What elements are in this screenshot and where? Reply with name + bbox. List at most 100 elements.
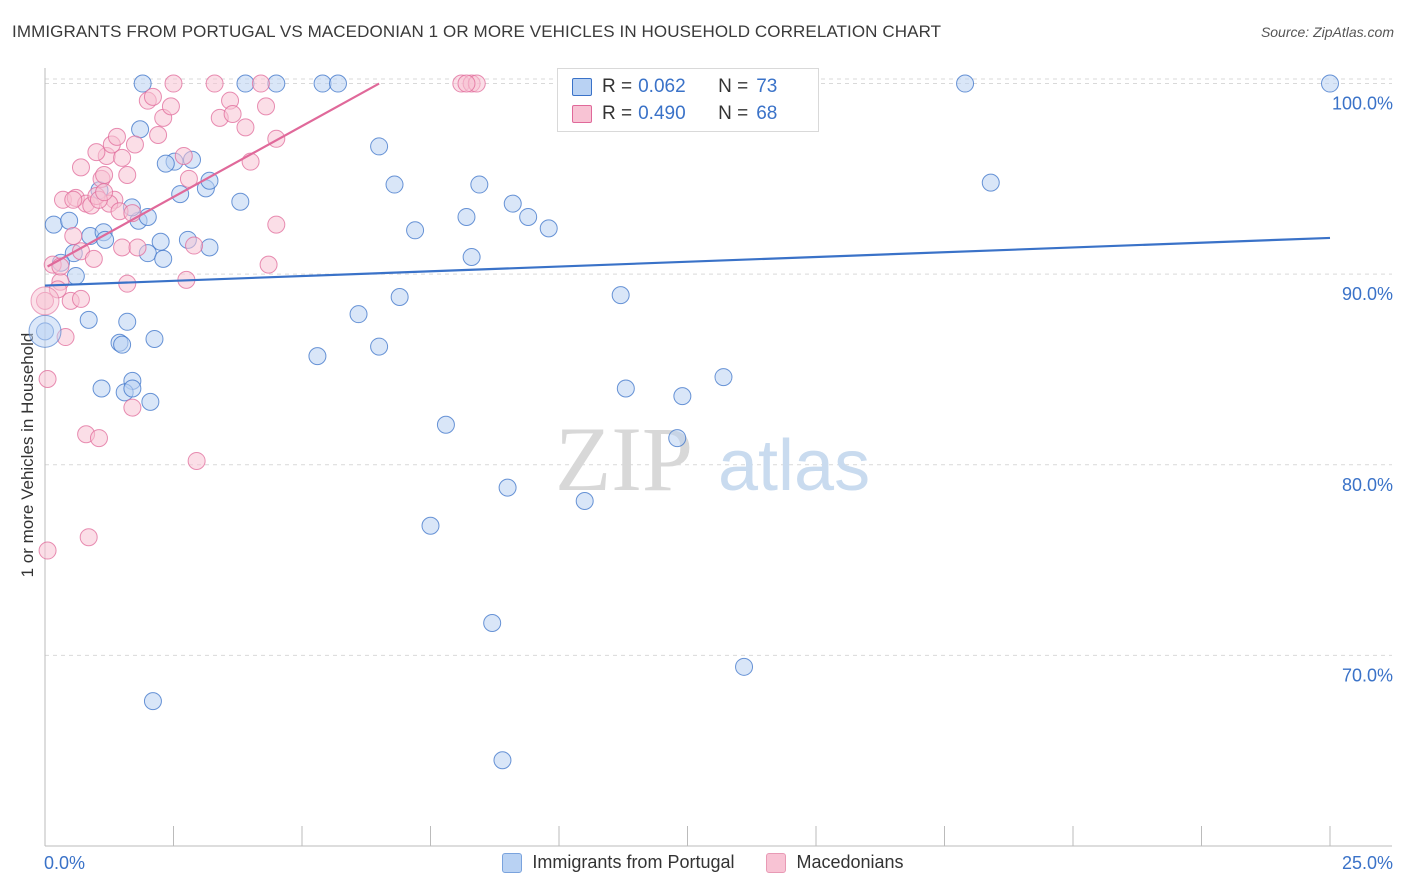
point-macedonian — [128, 238, 147, 257]
point-macedonian — [149, 125, 168, 144]
point-macedonian — [457, 74, 476, 93]
point-macedonian — [64, 190, 83, 209]
point-portugal — [503, 194, 522, 213]
point-portugal — [79, 310, 98, 329]
legend-r-label: R = — [602, 103, 633, 124]
legend-label-macedonians: Macedonians — [796, 852, 904, 872]
point-macedonian — [95, 183, 114, 202]
point-macedonian — [205, 74, 224, 93]
point-portugal — [436, 415, 455, 434]
point-macedonian — [161, 97, 180, 116]
point-macedonian — [87, 143, 106, 162]
x-tick-label: 0.0% — [44, 853, 85, 873]
point-portugal — [714, 368, 733, 387]
point-portugal — [385, 175, 404, 194]
point-portugal — [956, 74, 975, 93]
legend-swatch-portugal — [502, 852, 523, 873]
point-portugal — [406, 221, 425, 240]
point-portugal — [462, 247, 481, 266]
point-macedonian — [257, 97, 276, 116]
legend-item-portugal[interactable]: Immigrants from Portugal — [502, 852, 734, 873]
point-macedonian — [89, 429, 108, 448]
point-portugal — [421, 516, 440, 535]
y-tick-label: 70.0% — [1342, 665, 1393, 685]
point-portugal — [616, 379, 635, 398]
point-portugal — [66, 267, 85, 286]
point-portugal — [236, 74, 255, 93]
point-portugal — [113, 335, 132, 354]
trend-line-macedonian — [47, 82, 380, 268]
point-portugal — [668, 429, 687, 448]
watermark: ZIP atlas — [555, 408, 870, 510]
point-macedonian — [125, 135, 144, 154]
legend-item-macedonians[interactable]: Macedonians — [766, 852, 904, 873]
stats-legend: R = 0.062 N = 73 R = 0.490 N = 68 — [557, 68, 819, 132]
legend-n-label: N = — [718, 76, 749, 97]
legend-row-portugal: R = 0.062 N = 73 — [572, 75, 777, 99]
point-portugal — [28, 314, 62, 348]
point-portugal — [370, 337, 389, 356]
point-macedonian — [259, 255, 278, 274]
point-macedonian — [118, 166, 137, 185]
point-portugal — [267, 74, 286, 93]
point-portugal — [470, 175, 489, 194]
legend-r-value-portugal: 0.062 — [638, 76, 686, 97]
point-macedonian — [30, 286, 60, 316]
point-macedonian — [185, 236, 204, 255]
point-portugal — [1321, 74, 1339, 93]
point-macedonian — [236, 118, 255, 137]
point-portugal — [483, 613, 502, 632]
point-portugal — [328, 74, 347, 93]
series-legend: Immigrants from Portugal Macedonians — [0, 852, 1406, 873]
legend-n-label: N = — [718, 103, 749, 124]
point-portugal — [143, 692, 162, 711]
point-macedonian — [174, 146, 193, 165]
tick-labels: 100.0% 90.0% 80.0% 70.0% 0.0% 25.0% — [44, 94, 1393, 873]
point-portugal — [123, 379, 142, 398]
point-portugal — [349, 305, 368, 324]
point-portugal — [981, 173, 1000, 192]
point-portugal — [575, 491, 594, 510]
point-macedonian — [38, 369, 57, 388]
point-portugal — [539, 219, 558, 238]
point-macedonian — [164, 74, 183, 93]
point-macedonian — [84, 249, 103, 268]
point-portugal — [519, 207, 538, 226]
point-portugal — [493, 751, 512, 770]
watermark-zip: ZIP — [555, 408, 693, 510]
x-tick-label: 25.0% — [1342, 853, 1393, 873]
trend-line-portugal — [44, 236, 1331, 287]
legend-swatch-macedonians — [766, 852, 787, 873]
legend-n-value-macedonian: 68 — [756, 103, 778, 124]
point-portugal — [145, 329, 164, 348]
point-portugal — [200, 238, 219, 257]
point-portugal — [92, 379, 111, 398]
chart-title: IMMIGRANTS FROM PORTUGAL VS MACEDONIAN 1… — [12, 22, 942, 41]
point-macedonian — [107, 127, 126, 146]
point-macedonian — [123, 398, 142, 417]
legend-r-value-macedonian: 0.490 — [638, 103, 686, 124]
point-portugal — [611, 286, 630, 305]
point-macedonian — [95, 166, 114, 185]
point-macedonian — [113, 238, 132, 257]
point-portugal — [151, 232, 170, 251]
y-tick-label: 100.0% — [1332, 94, 1393, 114]
point-portugal — [231, 192, 250, 211]
point-portugal — [370, 137, 389, 156]
legend-row-macedonian: R = 0.490 N = 68 — [572, 102, 777, 126]
point-portugal — [390, 288, 409, 307]
y-tick-label: 90.0% — [1342, 284, 1393, 304]
point-portugal — [118, 312, 137, 331]
legend-swatch-portugal — [572, 78, 592, 96]
trend-lines — [44, 82, 1331, 287]
source-credit: Source: ZipAtlas.com — [1260, 24, 1394, 40]
point-portugal — [156, 154, 175, 173]
point-portugal — [313, 74, 332, 93]
point-portugal — [673, 387, 692, 406]
point-portugal — [498, 478, 517, 497]
legend-n-value-portugal: 73 — [756, 76, 778, 97]
point-macedonian — [113, 148, 132, 167]
point-portugal — [735, 657, 754, 676]
watermark-atlas: atlas — [718, 426, 870, 506]
